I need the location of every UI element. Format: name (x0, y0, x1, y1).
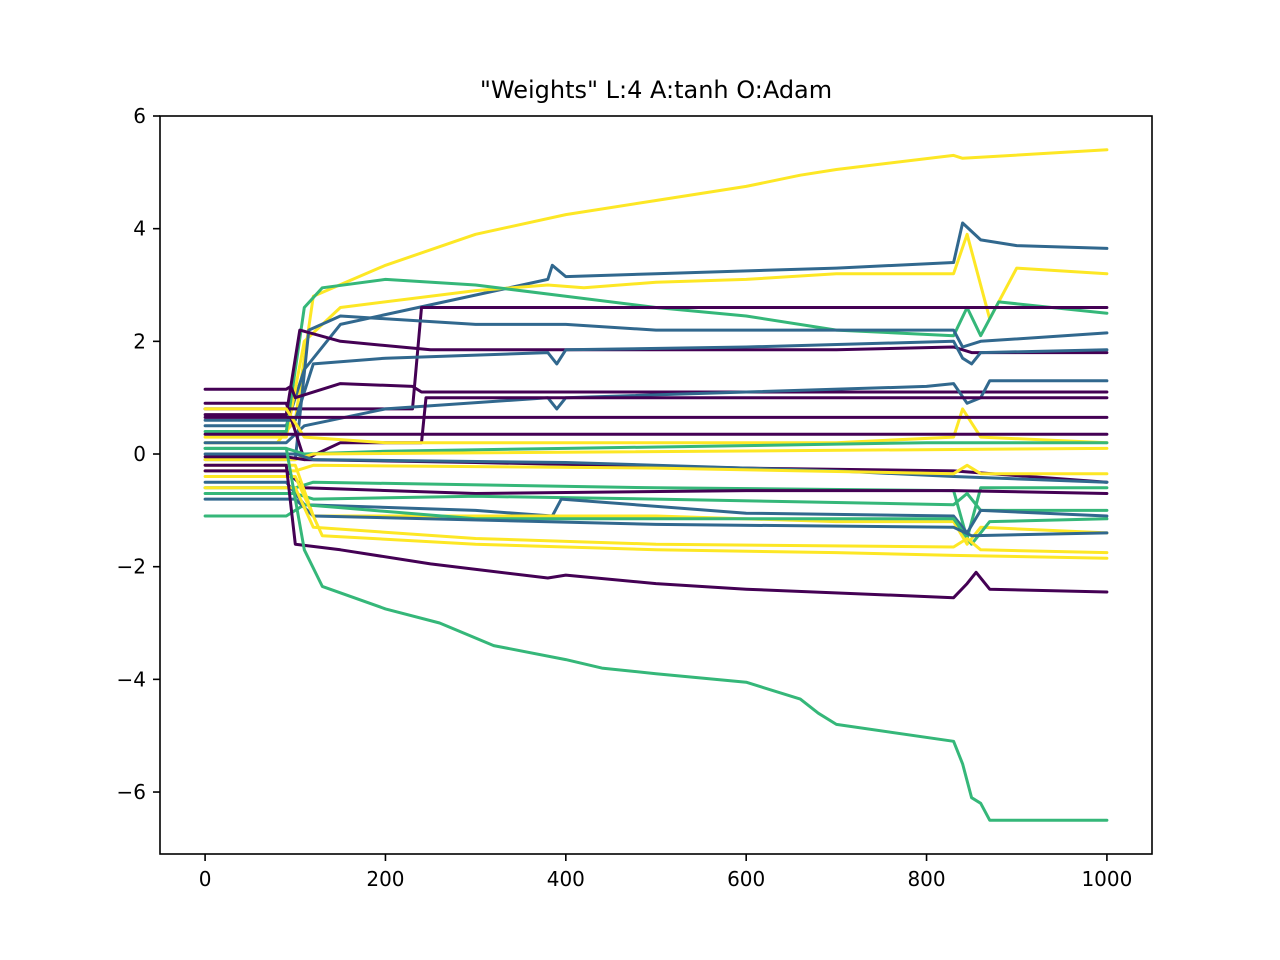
x-tick-label: 800 (907, 867, 945, 891)
x-tick-label: 0 (199, 867, 212, 891)
series-line-27 (203, 486, 1109, 555)
chart-title: "Weights" L:4 A:tanh O:Adam (480, 76, 832, 104)
y-tick-label: −6 (117, 780, 146, 804)
series-line-6 (203, 314, 1109, 462)
series-line-18 (203, 452, 1109, 484)
series-line-3 (203, 232, 1109, 439)
series-line-30 (203, 446, 1109, 822)
y-tick-label: 6 (133, 104, 146, 128)
series-line-7 (203, 328, 1109, 417)
series-line-2 (203, 221, 1109, 428)
y-tick-label: −4 (117, 667, 146, 691)
series-line-28 (203, 475, 1109, 560)
series-line-15 (203, 441, 1109, 456)
series-line-9 (203, 382, 1109, 400)
series-line-5 (203, 306, 1109, 411)
y-tick-label: −2 (117, 555, 146, 579)
x-tick-label: 1000 (1081, 867, 1132, 891)
y-tick-label: 4 (133, 217, 146, 241)
series-line-12 (203, 407, 1109, 445)
series-line-22 (203, 492, 1109, 512)
y-tick-label: 0 (133, 442, 146, 466)
series-layer (203, 148, 1109, 822)
series-line-8 (203, 339, 1109, 422)
x-axis: 0 200 400 600 800 1000 (199, 854, 1132, 891)
x-tick-label: 600 (727, 867, 765, 891)
x-tick-label: 200 (366, 867, 404, 891)
plot-area-frame (159, 115, 1153, 855)
y-axis: −6 −4 −2 0 2 4 6 (117, 104, 160, 804)
y-tick-label: 2 (133, 329, 146, 353)
x-tick-label: 400 (547, 867, 585, 891)
series-line-1 (203, 148, 1109, 445)
